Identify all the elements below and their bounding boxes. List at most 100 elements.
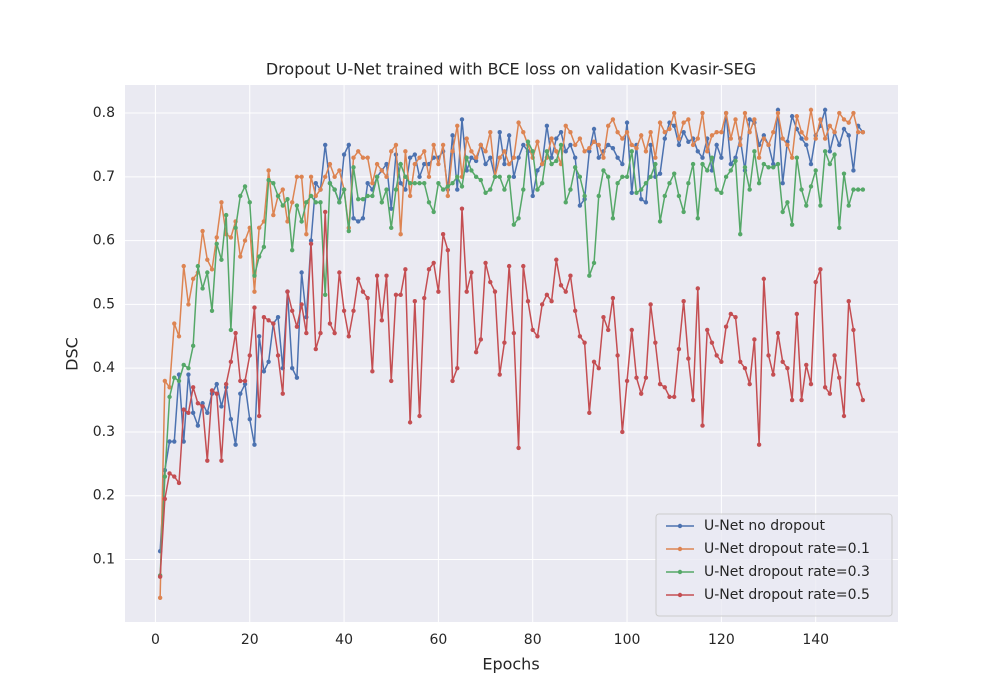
data-point xyxy=(506,133,512,138)
data-point xyxy=(804,136,809,141)
data-point xyxy=(455,174,460,180)
data-point xyxy=(742,165,748,170)
data-point xyxy=(403,187,408,192)
data-point xyxy=(313,193,318,199)
data-point xyxy=(690,142,696,148)
data-point xyxy=(398,232,403,237)
data-point xyxy=(351,165,356,170)
data-point xyxy=(223,212,229,218)
data-point xyxy=(530,327,535,333)
data-point xyxy=(323,292,328,298)
data-point xyxy=(638,196,644,202)
data-point xyxy=(346,142,351,148)
data-point xyxy=(676,346,682,352)
data-point xyxy=(539,302,545,307)
data-point xyxy=(554,257,559,262)
data-point xyxy=(620,161,625,167)
data-point xyxy=(289,247,295,253)
data-point xyxy=(214,235,219,240)
data-point xyxy=(667,394,672,400)
data-point xyxy=(308,241,314,247)
data-point xyxy=(841,126,847,132)
data-point xyxy=(775,330,781,336)
series-layer xyxy=(157,107,866,600)
x-tick-label: 120 xyxy=(708,632,735,648)
data-point xyxy=(469,168,474,173)
data-point xyxy=(403,267,408,272)
data-point xyxy=(275,353,281,358)
data-point xyxy=(186,372,191,377)
data-point xyxy=(431,260,436,266)
data-point xyxy=(393,292,399,298)
data-point xyxy=(700,161,705,167)
data-point xyxy=(676,193,682,199)
data-point xyxy=(804,362,809,368)
y-tick-label: 0.8 xyxy=(93,105,115,121)
data-point xyxy=(242,184,248,189)
data-point xyxy=(582,193,587,199)
data-point xyxy=(464,168,469,173)
data-point xyxy=(271,181,276,186)
data-point xyxy=(591,359,597,364)
data-point xyxy=(761,161,767,167)
data-point xyxy=(304,200,309,205)
data-point xyxy=(837,375,842,380)
data-point xyxy=(370,369,375,374)
data-point xyxy=(577,136,583,141)
data-point xyxy=(205,458,210,463)
data-point xyxy=(209,267,215,272)
data-point xyxy=(195,423,201,428)
data-point xyxy=(568,273,573,278)
data-point xyxy=(374,174,380,180)
data-point xyxy=(705,327,710,333)
data-point xyxy=(280,391,285,396)
data-point xyxy=(488,129,493,135)
data-point xyxy=(289,365,295,371)
data-point xyxy=(318,330,323,336)
data-point xyxy=(549,155,554,160)
data-point xyxy=(190,410,196,416)
y-axis-label: DSC xyxy=(63,337,82,371)
data-point xyxy=(822,385,828,390)
data-point xyxy=(162,378,168,384)
data-point xyxy=(558,142,564,148)
data-point xyxy=(379,200,385,205)
data-point xyxy=(653,155,658,160)
data-point xyxy=(181,439,186,444)
data-point xyxy=(714,353,719,358)
data-point xyxy=(610,117,616,122)
data-point xyxy=(398,292,403,298)
data-point xyxy=(554,149,559,154)
data-point xyxy=(837,110,842,116)
data-point xyxy=(799,129,804,135)
data-point xyxy=(629,142,634,148)
data-point xyxy=(681,120,686,125)
data-point xyxy=(634,190,639,195)
data-point xyxy=(172,474,177,479)
data-point xyxy=(157,574,163,579)
data-point xyxy=(681,129,686,135)
data-point xyxy=(808,107,814,113)
data-point xyxy=(615,181,620,186)
data-point xyxy=(516,155,521,160)
data-point xyxy=(676,142,682,148)
data-point xyxy=(572,308,578,313)
data-point xyxy=(785,365,790,371)
data-point xyxy=(478,177,484,183)
data-point xyxy=(407,420,413,425)
data-point xyxy=(374,273,380,278)
data-point xyxy=(535,334,540,339)
x-axis-label: Epochs xyxy=(482,655,539,674)
data-point xyxy=(511,174,517,180)
data-point xyxy=(233,225,238,231)
data-point xyxy=(275,314,281,320)
data-point xyxy=(516,120,521,125)
data-point xyxy=(398,181,403,186)
data-point xyxy=(549,136,554,141)
data-point xyxy=(686,139,691,144)
data-point xyxy=(327,321,333,326)
data-point xyxy=(620,429,625,435)
data-point xyxy=(572,142,578,148)
data-point xyxy=(827,161,833,167)
